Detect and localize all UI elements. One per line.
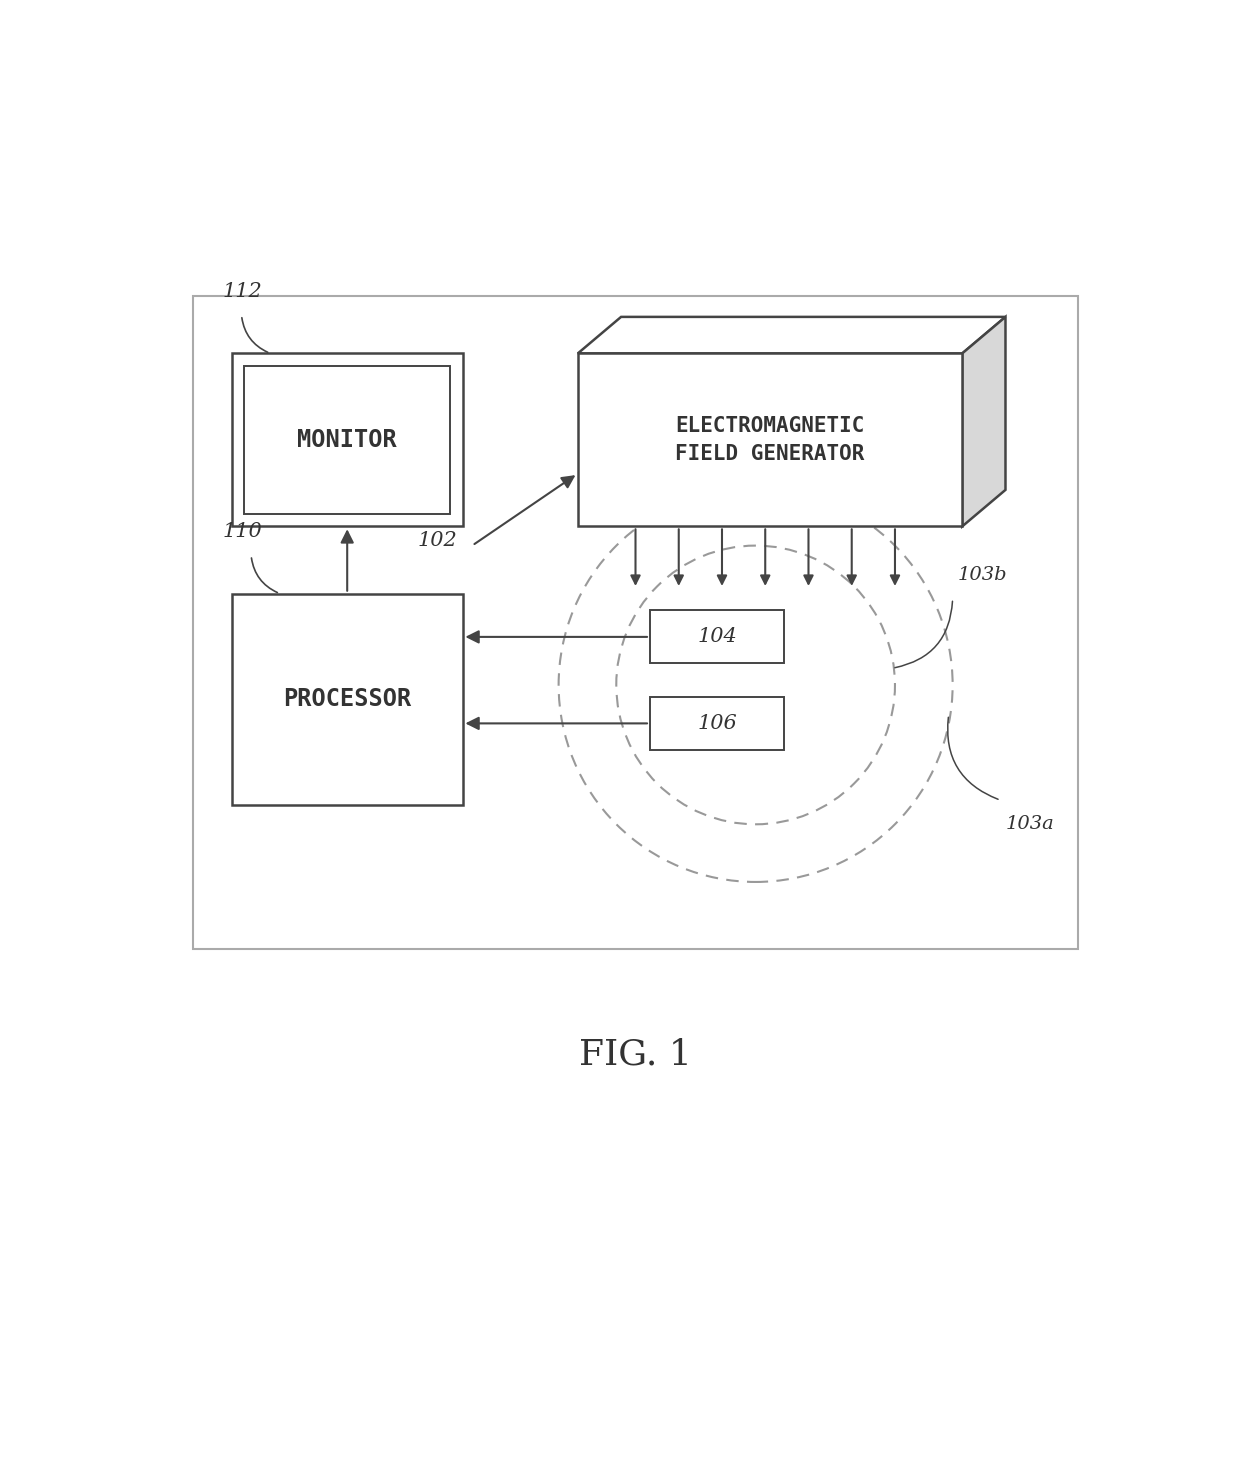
Text: FIG. 1: FIG. 1 [579,1037,692,1072]
Text: 102: 102 [418,532,458,551]
Bar [244,365,450,514]
Text: 103a: 103a [1006,815,1054,833]
Text: ELECTROMAGNETIC
FIELD GENERATOR: ELECTROMAGNETIC FIELD GENERATOR [676,416,864,465]
Text: 104: 104 [697,627,737,646]
Polygon shape [578,317,1006,354]
Bar [578,354,962,526]
Bar [193,295,1078,950]
Text: 106: 106 [697,714,737,733]
Bar [650,611,785,663]
Text: 110: 110 [222,522,262,541]
Polygon shape [962,317,1006,526]
Text: MONITOR: MONITOR [298,428,397,451]
Text: 112: 112 [222,282,262,301]
Bar [232,354,463,526]
Text: 103b: 103b [957,565,1007,584]
Text: PROCESSOR: PROCESSOR [283,687,412,712]
Bar [650,697,785,749]
Bar [232,593,463,805]
